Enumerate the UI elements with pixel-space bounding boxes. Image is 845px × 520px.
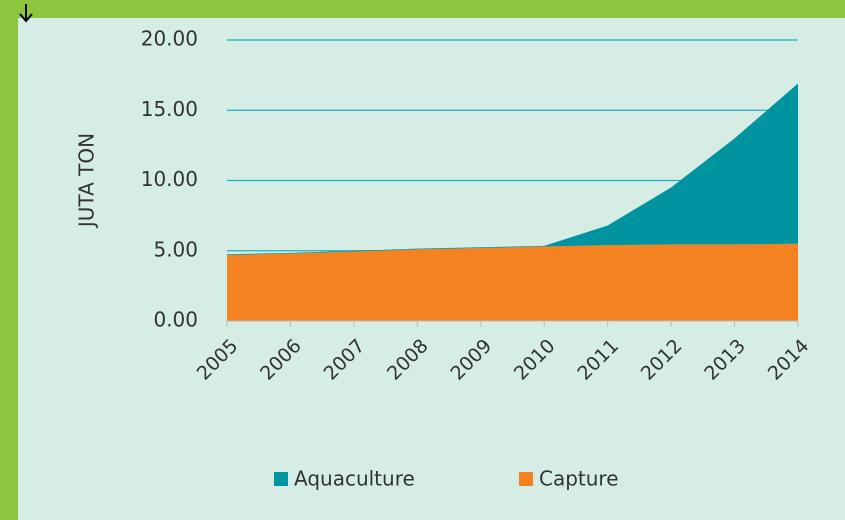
y-axis-label: JUTA TON — [75, 133, 99, 229]
arrow-icon — [19, 4, 33, 23]
y-tick-label: 10.00 — [141, 167, 198, 191]
legend-label: Capture — [539, 467, 619, 491]
legend-swatch — [274, 472, 288, 486]
y-tick-label: 0.00 — [153, 308, 198, 332]
legend-swatch — [519, 472, 533, 486]
area — [227, 83, 798, 255]
legend-label: Aquaculture — [294, 467, 415, 491]
y-tick-label: 20.00 — [141, 27, 198, 51]
y-tick-label: 5.00 — [153, 237, 198, 261]
y-tick-label: 15.00 — [141, 97, 198, 121]
area — [227, 243, 798, 321]
